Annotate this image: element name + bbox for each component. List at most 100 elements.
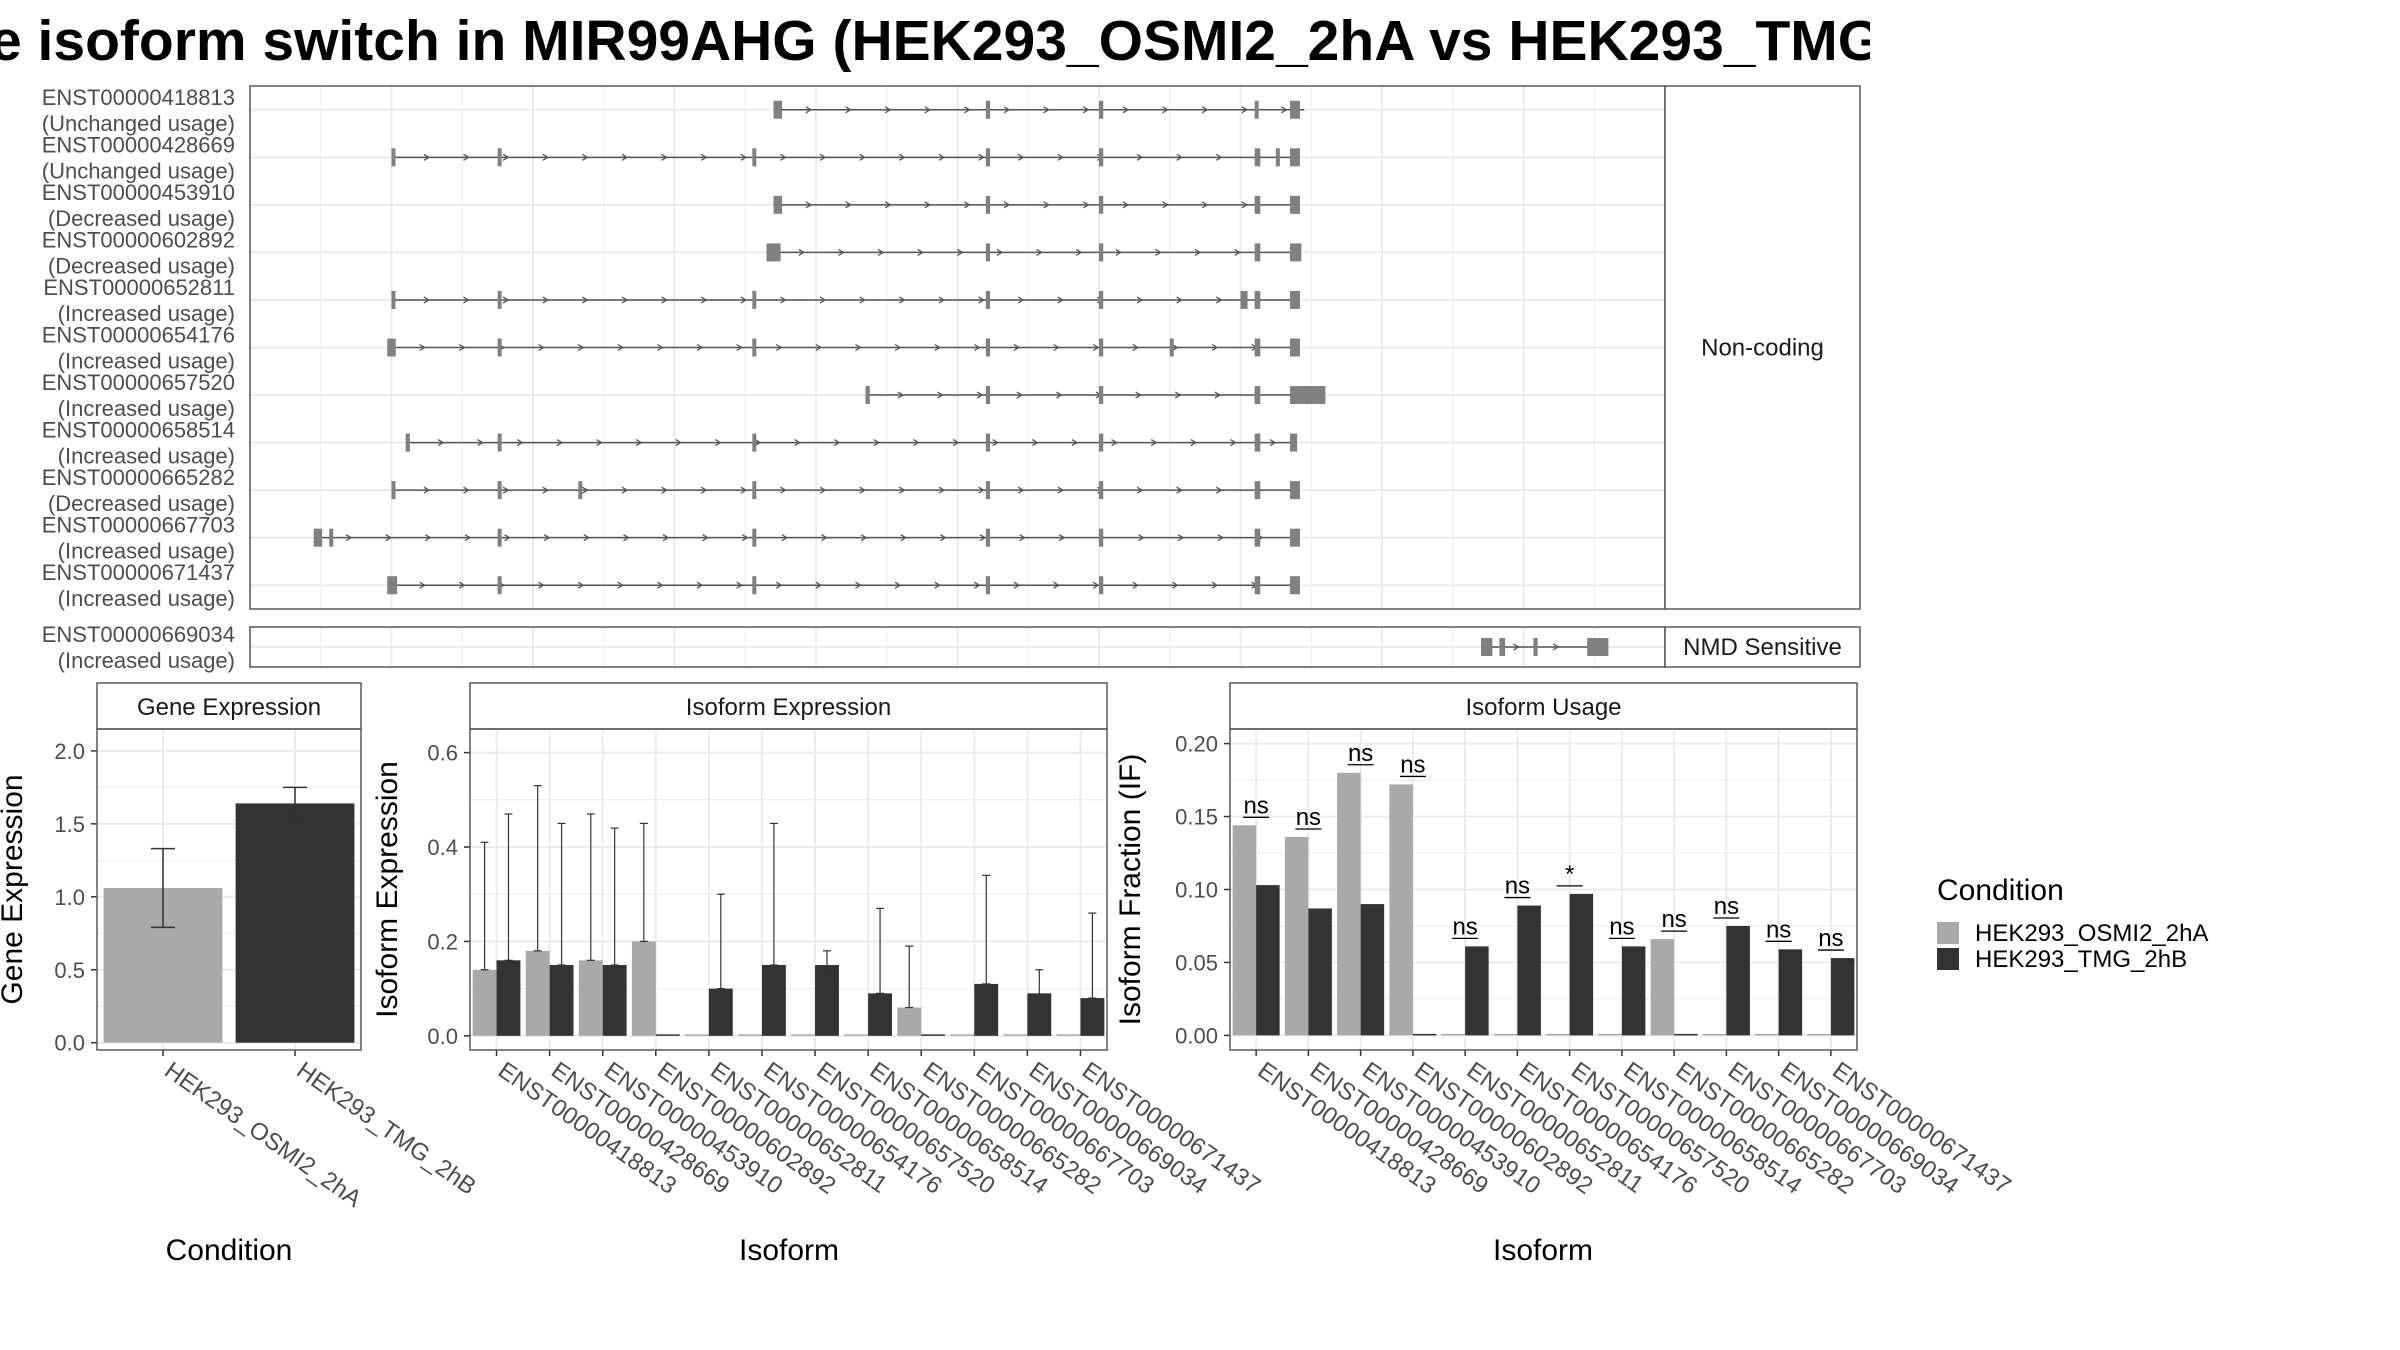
bar bbox=[1778, 949, 1803, 1036]
strand-arrow bbox=[1092, 581, 1100, 589]
strand-arrow bbox=[924, 201, 932, 209]
strand-arrow bbox=[424, 534, 432, 542]
y-tick-label: 0.05 bbox=[1175, 950, 1218, 975]
y-axis-label: Isoform Fraction (IF) bbox=[1114, 754, 1147, 1026]
exon bbox=[752, 290, 757, 309]
bar bbox=[1621, 946, 1646, 1036]
strand-arrow bbox=[617, 343, 624, 352]
bar bbox=[1056, 1034, 1081, 1036]
exon bbox=[1099, 338, 1104, 357]
strand-arrow bbox=[538, 581, 545, 589]
bar bbox=[950, 1034, 975, 1036]
strand-arrow bbox=[700, 296, 708, 304]
strand-arrow bbox=[1215, 153, 1223, 161]
exon bbox=[985, 148, 991, 167]
strand-arrow bbox=[859, 486, 866, 494]
strand-arrow bbox=[423, 153, 431, 161]
bar bbox=[1493, 1033, 1518, 1036]
bar bbox=[761, 965, 786, 1036]
strand-arrow bbox=[423, 296, 431, 304]
panel-border bbox=[469, 728, 1108, 1051]
strand-arrow bbox=[838, 248, 845, 256]
strand-arrow bbox=[582, 153, 589, 161]
strand-arrow bbox=[419, 581, 426, 589]
exon bbox=[497, 148, 502, 167]
significance-label: ns bbox=[1452, 913, 1477, 940]
isoform-usage-label: (Decreased usage) bbox=[48, 253, 235, 278]
isoform-usage-label: (Unchanged usage) bbox=[42, 158, 235, 183]
exon bbox=[497, 481, 502, 500]
strand-arrow bbox=[662, 534, 670, 542]
exon bbox=[1587, 638, 1609, 656]
strand-arrow bbox=[924, 106, 932, 114]
strand-arrow bbox=[582, 486, 589, 494]
bar bbox=[1360, 904, 1385, 1036]
exon bbox=[1254, 100, 1259, 119]
strand-arrow bbox=[621, 296, 629, 304]
strand-arrow bbox=[741, 534, 749, 542]
bar bbox=[1080, 998, 1105, 1036]
bar bbox=[1807, 1033, 1831, 1036]
strand-arrow bbox=[917, 248, 924, 256]
strand-arrow bbox=[1552, 643, 1560, 651]
legend-label: HEK293_OSMI2_2hA bbox=[1975, 920, 2208, 947]
strand-arrow bbox=[855, 343, 862, 352]
significance-label: ns bbox=[1609, 913, 1634, 940]
strand-arrow bbox=[1162, 201, 1169, 209]
isoform-usage-label: (Increased usage) bbox=[58, 349, 235, 374]
strand-arrow bbox=[1056, 391, 1063, 399]
exon bbox=[985, 195, 991, 214]
strand-arrow bbox=[675, 439, 683, 447]
significance-label: ns bbox=[1400, 751, 1425, 778]
strand-arrow bbox=[938, 296, 946, 304]
strand-arrow bbox=[385, 534, 392, 542]
bar bbox=[525, 950, 550, 1036]
strand-arrow bbox=[781, 534, 789, 542]
strand-arrow bbox=[477, 439, 484, 447]
exon bbox=[1099, 148, 1104, 167]
y-tick-label: 0.0 bbox=[54, 1031, 85, 1056]
isoform-usage-label: (Increased usage) bbox=[58, 444, 235, 469]
strand-arrow bbox=[345, 534, 353, 542]
strand-arrow bbox=[937, 391, 944, 399]
x-axis-label: Isoform bbox=[1493, 1234, 1593, 1267]
strand-arrow bbox=[1057, 486, 1065, 494]
isoform-id-label: ENST00000453910 bbox=[42, 180, 235, 205]
gene-panel-strip-label: Non-coding bbox=[1701, 335, 1824, 362]
x-axis-label: Isoform bbox=[739, 1234, 839, 1267]
strand-arrow bbox=[621, 153, 629, 161]
bar bbox=[1308, 908, 1332, 1036]
exon bbox=[752, 338, 757, 357]
exon bbox=[1290, 481, 1300, 500]
significance-label: ns bbox=[1296, 804, 1321, 831]
bar bbox=[472, 969, 497, 1036]
gene-panel-strip bbox=[1664, 85, 1861, 610]
strand-arrow bbox=[855, 581, 862, 589]
isoform-usage-label: (Increased usage) bbox=[58, 396, 235, 421]
strand-arrow bbox=[815, 343, 823, 352]
exon bbox=[1290, 576, 1300, 595]
strand-arrow bbox=[696, 581, 704, 589]
strand-arrow bbox=[859, 153, 866, 161]
strand-arrow bbox=[952, 439, 960, 447]
exon bbox=[1254, 528, 1261, 547]
exon bbox=[497, 433, 502, 452]
exon bbox=[1290, 433, 1298, 452]
exon bbox=[752, 481, 757, 500]
strand-arrow bbox=[940, 534, 947, 542]
strand-arrow bbox=[1122, 106, 1130, 114]
strand-arrow bbox=[1019, 534, 1026, 542]
bar bbox=[1256, 885, 1280, 1036]
strand-arrow bbox=[1135, 391, 1142, 399]
strand-arrow bbox=[702, 534, 709, 542]
strand-arrow bbox=[623, 534, 630, 542]
strand-arrow bbox=[458, 343, 466, 352]
exon bbox=[1290, 195, 1300, 214]
significance-label: ns bbox=[1818, 925, 1843, 952]
exon bbox=[752, 576, 757, 595]
strand-arrow bbox=[898, 153, 906, 161]
exon bbox=[1240, 290, 1248, 309]
bar bbox=[578, 960, 603, 1036]
isoform-usage-label: (Unchanged usage) bbox=[42, 111, 235, 136]
strand-arrow bbox=[1176, 296, 1183, 304]
